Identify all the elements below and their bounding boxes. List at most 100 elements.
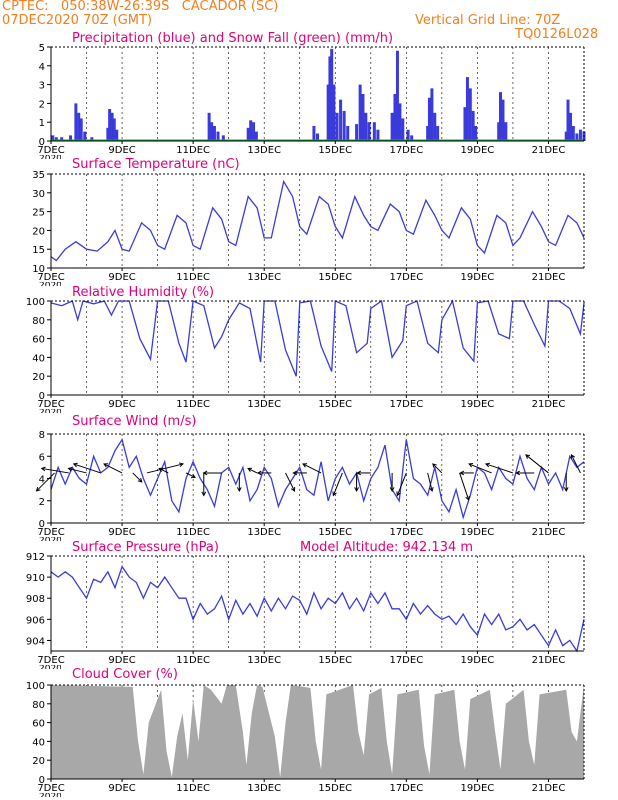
precip-bar xyxy=(468,88,472,141)
wind-vector-head xyxy=(67,466,73,472)
cloud-y-tick-label: 100 xyxy=(26,681,45,692)
cloud-x-tick-label: 7DEC xyxy=(37,783,64,794)
humidity-x-tick-label: 15DEC xyxy=(318,399,352,410)
precip-bar xyxy=(212,125,216,141)
wind-line xyxy=(50,437,585,520)
wind-vector-head xyxy=(389,487,395,492)
wind-vector-head xyxy=(396,491,401,497)
pressure-x-tick-label: 7DEC xyxy=(37,655,64,666)
wind-title: Surface Wind (m/s) xyxy=(72,414,196,429)
pressure-panel: 904 906 908 910 912 7DEC 9DEC 11DEC 13DEC 15DEC 17… xyxy=(26,540,585,669)
wind-x-tick-label: 9DEC xyxy=(108,527,135,538)
wind-vector xyxy=(159,467,169,474)
wind-y-tick-label: 0 xyxy=(39,519,45,530)
pressure-y-tick-label: 906 xyxy=(26,615,45,626)
humidity-line xyxy=(50,299,585,377)
pressure-y-tick-label: 910 xyxy=(26,573,45,584)
temperature-y-tick-label: 25 xyxy=(32,208,45,219)
cloud-y-tick-label: 60 xyxy=(32,719,45,730)
precip-bar xyxy=(430,88,434,141)
precip-bar xyxy=(497,122,501,141)
wind-vector xyxy=(68,467,87,474)
wind-vector-head xyxy=(354,487,359,492)
precip-bar xyxy=(210,122,214,141)
precip-year-label: 2020 xyxy=(39,154,62,164)
temperature-x-tick-label: 17DEC xyxy=(389,272,423,283)
wind-vector-head xyxy=(515,470,521,476)
pressure-x-tick-label: 19DEC xyxy=(461,655,495,666)
precip-panel: 0 1 2 3 4 5 7DEC 9DEC 11DEC 13DEC 15DEC 17DEC 19DEC 2… xyxy=(37,31,586,164)
precip-bar xyxy=(578,129,582,141)
precip-bar xyxy=(355,124,359,141)
wind-y-tick-label: 2 xyxy=(39,497,45,508)
pressure-line xyxy=(50,565,585,653)
precip-bar xyxy=(335,112,339,141)
precip-bar xyxy=(426,125,430,141)
wind-vector xyxy=(302,463,322,474)
precip-bar xyxy=(69,135,73,141)
wind-vector-head xyxy=(191,473,196,479)
precip-bar xyxy=(390,112,394,141)
wind-y-tick-label: 8 xyxy=(39,430,45,441)
temperature-title: Surface Temperature (nC) xyxy=(72,157,240,172)
cloud-x-tick-label: 11DEC xyxy=(176,783,210,794)
precip-bar xyxy=(90,137,94,141)
temperature-x-tick-label: 21DEC xyxy=(532,272,566,283)
precip-bar xyxy=(433,112,437,141)
precip-bar xyxy=(364,112,368,141)
precip-bar xyxy=(330,48,334,141)
pressure-x-tick-label: 13DEC xyxy=(247,655,281,666)
wind-x-tick-label: 7DEC xyxy=(37,527,64,538)
precip-bar xyxy=(571,125,575,141)
model-code: TQ0126L028 xyxy=(515,27,599,42)
cloud-year-label: 2020 xyxy=(39,792,62,800)
precip-bar xyxy=(393,94,397,141)
wind-vector xyxy=(73,463,101,474)
precip-bar xyxy=(77,112,81,141)
humidity-y-tick-label: 80 xyxy=(32,316,45,327)
temperature-y-tick-label: 20 xyxy=(32,226,45,237)
precip-bar xyxy=(112,118,116,141)
wind-vector-head xyxy=(459,470,465,476)
pressure-title: Surface Pressure (hPa) xyxy=(72,540,219,555)
pressure-y-tick-label: 912 xyxy=(26,552,45,563)
precip-y-tick-label: 2 xyxy=(39,99,45,110)
precip-bar xyxy=(316,133,319,141)
precip-bar xyxy=(367,122,371,141)
humidity-x-tick-label: 9DEC xyxy=(108,399,135,410)
wind-vector-head xyxy=(202,470,208,476)
wind-vector xyxy=(132,472,143,483)
wind-vector-head xyxy=(563,487,569,492)
wind-vector-head xyxy=(429,486,434,492)
humidity-year-label: 2020 xyxy=(39,408,62,418)
wind-vector xyxy=(185,472,196,478)
wind-vector xyxy=(525,454,549,474)
precip-bar xyxy=(83,131,87,141)
precip-bar xyxy=(74,103,78,141)
wind-vector xyxy=(41,467,69,474)
precip-bar xyxy=(60,137,64,141)
precip-bar xyxy=(568,112,572,141)
wind-vector-head xyxy=(236,487,242,492)
precip-x-tick-label: 21DEC xyxy=(532,145,566,156)
humidity-x-tick-label: 21DEC xyxy=(532,399,566,410)
precip-bar xyxy=(398,103,402,141)
wind-vector xyxy=(427,472,433,492)
precip-y-tick-label: 3 xyxy=(39,81,45,92)
wind-vector-head xyxy=(158,467,164,473)
precip-y-tick-label: 4 xyxy=(39,62,45,73)
precip-bar xyxy=(54,137,58,141)
humidity-x-tick-label: 11DEC xyxy=(176,399,210,410)
wind-y-tick-label: 4 xyxy=(39,475,45,486)
precip-y-tick-label: 0 xyxy=(39,137,45,148)
wind-vector xyxy=(285,472,295,492)
humidity-x-tick-label: 13DEC xyxy=(247,399,281,410)
wind-y-tick-label: 6 xyxy=(39,452,45,463)
wind-vector xyxy=(570,454,581,474)
temperature-panel: 10 15 20 25 30 35 7DEC 9DEC 11DEC 13DEC 15DEC 17DEC… xyxy=(32,157,585,286)
precip-bar xyxy=(566,99,570,141)
cloud-x-tick-label: 13DEC xyxy=(247,783,281,794)
cloud-y-tick-label: 40 xyxy=(32,737,45,748)
wind-vector xyxy=(432,463,443,474)
